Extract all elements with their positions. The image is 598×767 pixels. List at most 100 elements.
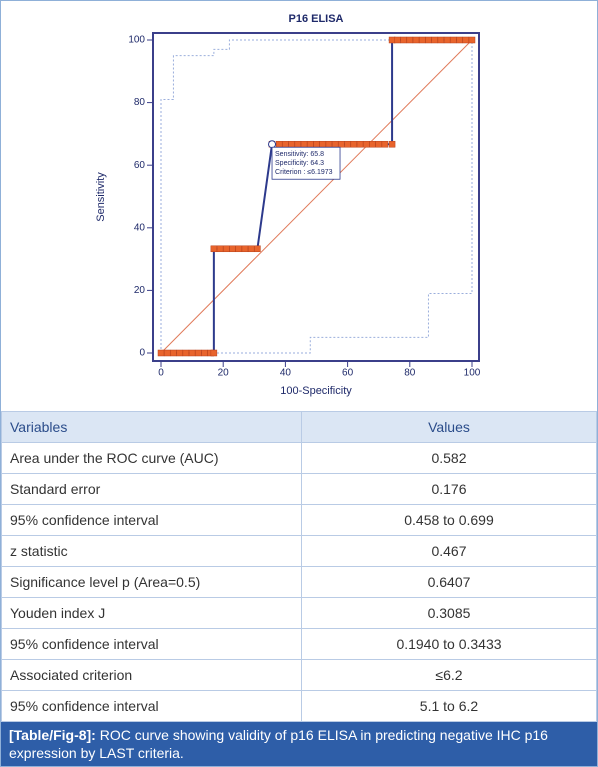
roc-line [160, 39, 473, 354]
point-marker [235, 245, 242, 253]
point-marker [437, 36, 445, 44]
x-tick-label: 100 [464, 368, 481, 379]
point-marker [254, 245, 261, 253]
point-marker [210, 349, 218, 357]
point-marker [450, 36, 457, 44]
point-marker [325, 140, 333, 148]
point-marker [294, 140, 302, 148]
criterion-marker [268, 140, 277, 149]
plot-frame [152, 32, 480, 362]
point-marker [300, 140, 308, 148]
roc-line [160, 39, 472, 353]
x-tick-label: 60 [342, 368, 354, 379]
point-marker [319, 140, 326, 148]
point-marker [216, 245, 224, 253]
y-tick-label: 40 [134, 222, 146, 233]
point-marker [369, 140, 376, 148]
point-marker [350, 140, 358, 148]
point-marker [275, 140, 283, 148]
table-row: Associated criterion ≤6.2 [1, 659, 597, 691]
point-marker [400, 36, 407, 44]
point-marker [394, 36, 401, 44]
y-tick-label: 100 [128, 35, 145, 46]
point-marker [456, 36, 463, 44]
point-marker [170, 349, 177, 357]
point-marker [288, 140, 295, 148]
point-marker [229, 245, 236, 253]
point-marker [412, 36, 420, 44]
point-marker [182, 349, 190, 357]
header-cell: Values [301, 411, 597, 443]
table-row: 95% confidence interval 0.1940 to 0.3433 [1, 628, 597, 660]
table-row: Area under the ROC curve (AUC) 0.582 [1, 442, 597, 474]
point-marker [210, 245, 218, 253]
table-row: Standard error 0.176 [1, 473, 597, 505]
point-marker [363, 140, 370, 148]
table-cell: ≤6.2 [301, 659, 597, 691]
caption-text: ROC curve showing validity of p16 ELISA … [9, 727, 548, 761]
roc-line [161, 40, 473, 354]
point-marker [344, 140, 351, 148]
table-row: Significance level p (Area=0.5) 0.6407 [1, 566, 597, 598]
table-cell: 95% confidence interval [1, 628, 302, 660]
point-marker [331, 140, 339, 148]
table-cell: 0.3085 [301, 597, 597, 629]
stats-table: Variables Values Area under the ROC curv… [1, 411, 597, 722]
table-cell: Youden index J [1, 597, 302, 629]
point-marker [163, 349, 171, 357]
point-marker [157, 349, 165, 357]
y-tick-label: 60 [134, 160, 146, 171]
table-cell: 0.467 [301, 535, 597, 567]
table-cell: 0.1940 to 0.3433 [301, 628, 597, 660]
point-marker [223, 245, 230, 253]
table-cell: 0.458 to 0.699 [301, 504, 597, 536]
annotation-box [271, 146, 341, 180]
table-row: 95% confidence interval 5.1 to 6.2 [1, 690, 597, 722]
table-cell: Area under the ROC curve (AUC) [1, 442, 302, 474]
point-marker [462, 36, 470, 44]
point-marker [406, 36, 414, 44]
y-tick-label: 20 [134, 285, 146, 296]
point-marker [381, 140, 389, 148]
table-cell: 0.176 [301, 473, 597, 505]
point-marker [425, 36, 432, 44]
annotation-text: Specificity: 64.3 [275, 160, 324, 167]
table-cell: Standard error [1, 473, 302, 505]
x-tick-label: 20 [218, 368, 230, 379]
table-cell: 5.1 to 6.2 [301, 690, 597, 722]
header-row: Variables Values [1, 411, 597, 443]
caption: [Table/Fig-8]: ROC curve showing validit… [1, 722, 597, 766]
table-row: 95% confidence interval 0.458 to 0.699 [1, 504, 597, 536]
y-tick-label: 0 [139, 348, 145, 359]
point-marker [338, 140, 345, 148]
table-row: z statistic 0.467 [1, 535, 597, 567]
table-cell: z statistic [1, 535, 302, 567]
annotation-text: Sensitivity: 65.8 [275, 151, 324, 158]
chart-title: P16 ELISA [288, 13, 343, 25]
point-marker [241, 245, 249, 253]
y-tick-label: 80 [134, 97, 146, 108]
x-axis-label: 100-Specificity [280, 385, 352, 397]
table-cell: 0.6407 [301, 566, 597, 598]
x-tick-label: 80 [404, 368, 416, 379]
table-cell: 0.582 [301, 442, 597, 474]
table-cell: 95% confidence interval [1, 504, 302, 536]
point-marker [313, 140, 320, 148]
point-marker [188, 349, 196, 357]
table-cell: Associated criterion [1, 659, 302, 691]
table-cell: Significance level p (Area=0.5) [1, 566, 302, 598]
point-marker [431, 36, 438, 44]
point-marker [195, 349, 202, 357]
point-marker [307, 140, 314, 148]
point-marker [388, 140, 396, 148]
annotation-text: Criterion : ≤6.1973 [275, 169, 333, 176]
x-tick-label: 40 [280, 368, 292, 379]
caption-label: [Table/Fig-8]: [9, 727, 96, 743]
point-marker [443, 36, 451, 44]
chart: P16 ELISA 100-Specificity Sensitivity 0 2… [95, 13, 481, 397]
header-cell: Variables [1, 411, 302, 443]
point-marker [201, 349, 208, 357]
point-marker [375, 140, 382, 148]
table-cell: 95% confidence interval [1, 690, 302, 722]
